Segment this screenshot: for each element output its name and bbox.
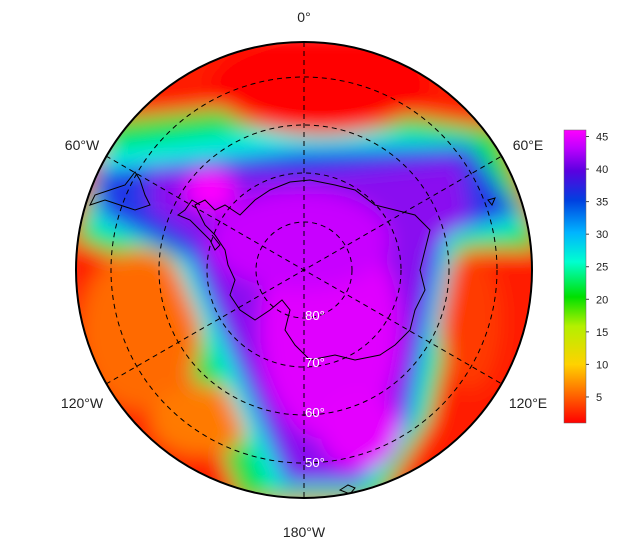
antarctica-coastline bbox=[194, 179, 431, 361]
lon-label-180w: 180°W bbox=[283, 524, 326, 540]
colorbar-ticks: 5 10 15 20 25 30 35 40 45 bbox=[586, 132, 608, 404]
colorbar-tick-label: 40 bbox=[596, 164, 608, 176]
colorbar-tick-label: 30 bbox=[596, 229, 608, 241]
colorbar-tick-label: 25 bbox=[596, 262, 608, 274]
lat-label-70: 70° bbox=[305, 355, 325, 370]
antarctic-peninsula bbox=[176, 199, 221, 251]
lat-label-50: 50° bbox=[305, 455, 325, 470]
lat-circle-70 bbox=[206, 172, 402, 368]
south-america-tip bbox=[89, 171, 151, 211]
coastlines bbox=[89, 171, 496, 495]
lat-label-60: 60° bbox=[305, 405, 325, 420]
lon-label-60w: 60°W bbox=[65, 137, 100, 153]
lat-circle-50 bbox=[110, 76, 498, 464]
island-bottom bbox=[338, 484, 356, 495]
colorbar: 5 10 15 20 25 30 35 40 45 bbox=[563, 129, 608, 424]
colorbar-tick-label: 45 bbox=[596, 132, 608, 144]
lon-label-60e: 60°E bbox=[513, 137, 544, 153]
colorbar-gradient bbox=[563, 129, 587, 424]
lat-label-80: 80° bbox=[305, 308, 325, 323]
lon-label-0: 0° bbox=[297, 9, 310, 25]
colorbar-tick-label: 10 bbox=[596, 359, 608, 371]
lon-label-120w: 120°W bbox=[61, 395, 104, 411]
lon-label-120e: 120°E bbox=[509, 395, 547, 411]
graticule bbox=[105, 42, 503, 498]
colorbar-tick-label: 35 bbox=[596, 197, 608, 209]
map-border bbox=[75, 41, 533, 499]
value-field bbox=[76, 42, 532, 498]
meridian-120 bbox=[105, 155, 503, 385]
colorbar-tick-label: 20 bbox=[596, 294, 608, 306]
island-right bbox=[487, 197, 496, 206]
colorbar-tick-label: 5 bbox=[596, 392, 602, 404]
colorbar-tick-label: 15 bbox=[596, 327, 608, 339]
